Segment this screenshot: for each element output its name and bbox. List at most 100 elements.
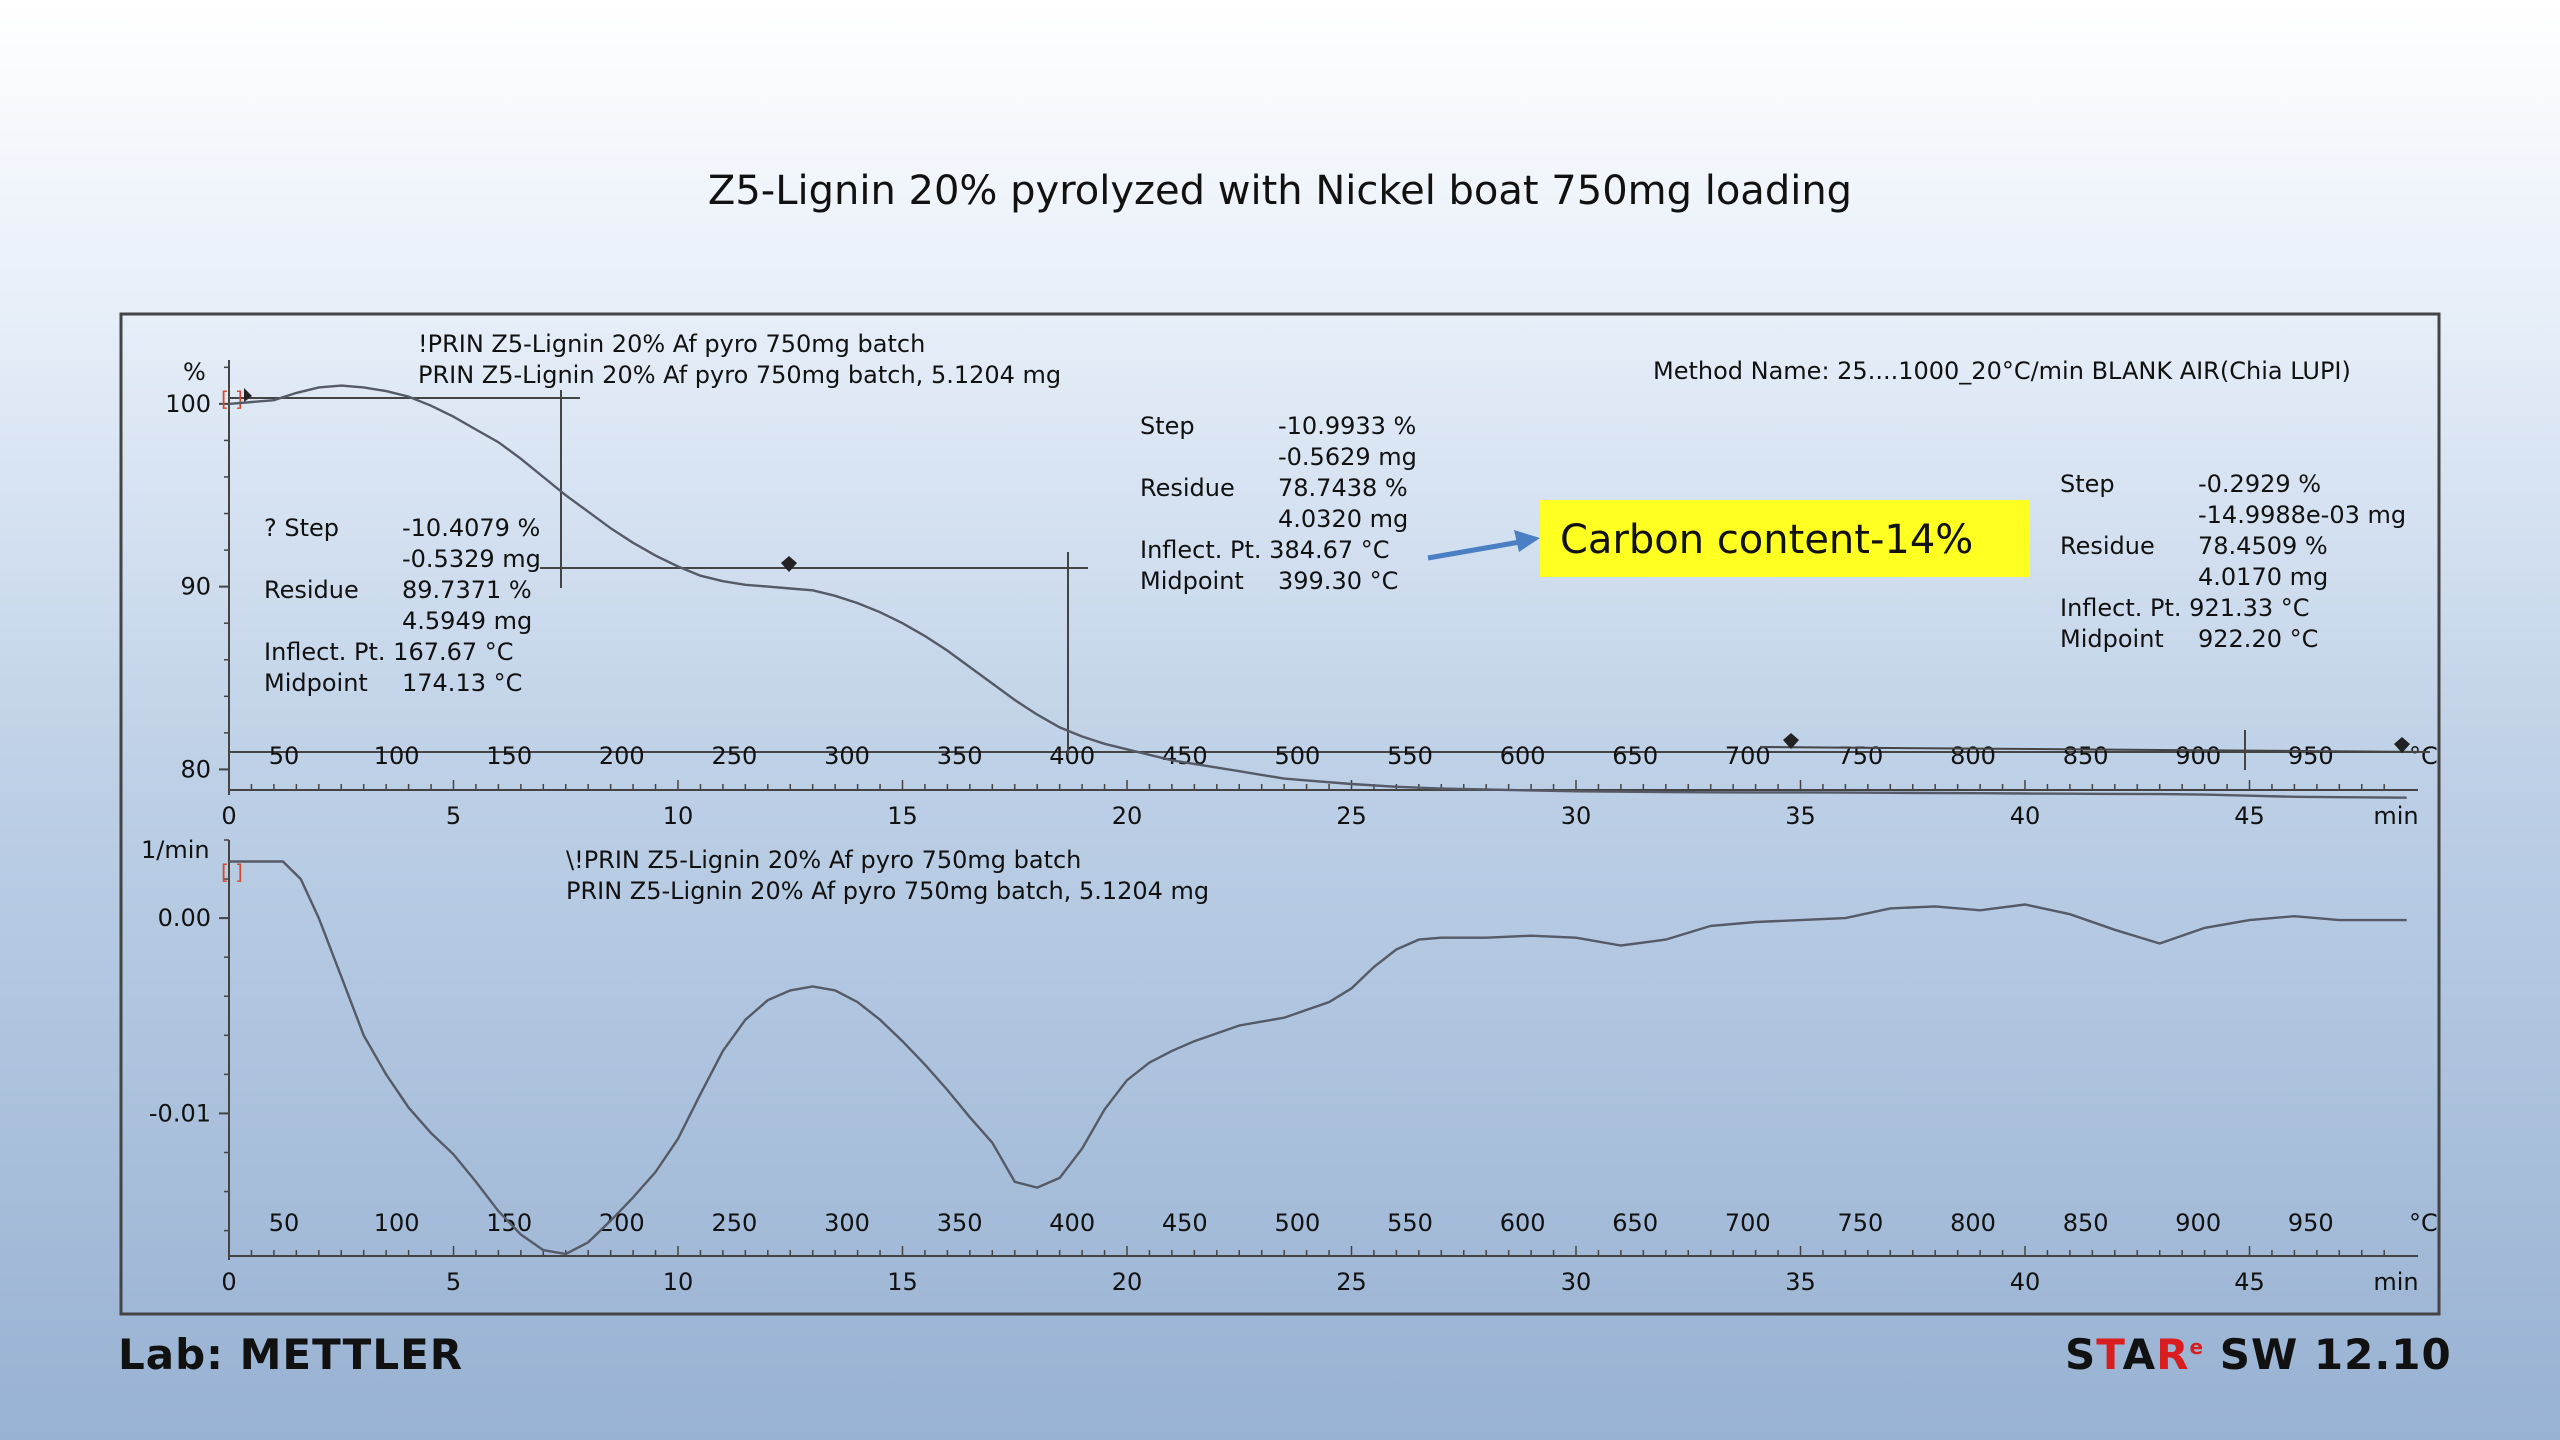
svg-text:Step: Step <box>2060 470 2115 498</box>
carbon-callout: Carbon content-14% <box>1427 500 2030 577</box>
time-tick-label: 25 <box>1336 802 1367 830</box>
highlight-box <box>1540 500 2030 577</box>
time-tick-label: 5 <box>446 1268 461 1296</box>
step1-results: ? Step -10.4079 % -0.5329 mg Residue 89.… <box>264 514 541 697</box>
svg-text:399.30 °C: 399.30 °C <box>1278 567 1398 595</box>
temp-tick-label: 300 <box>824 1209 870 1237</box>
svg-text:4.5949 mg: 4.5949 mg <box>402 607 532 635</box>
svg-text:922.20 °C: 922.20 °C <box>2198 625 2318 653</box>
temp-tick-label: 250 <box>711 742 757 770</box>
temp-tick-label: 100 <box>374 742 420 770</box>
temp-tick-label: 750 <box>1837 742 1883 770</box>
marker-start <box>244 388 252 402</box>
time-tick-label: 5 <box>446 802 461 830</box>
svg-text:Residue: Residue <box>264 576 359 604</box>
y-tick-label: -0.01 <box>149 1099 211 1127</box>
top-y-ticks: 100 90 80 <box>165 366 229 783</box>
top-curve-name-1: !PRIN Z5-Lignin 20% Af pyro 750mg batch <box>418 330 925 358</box>
time-tick-label: 15 <box>887 802 918 830</box>
temp-tick-label: 50 <box>269 742 300 770</box>
time-tick-label: 40 <box>2010 1268 2041 1296</box>
bottom-time-tick-labels: 0 5 10 15 20 25 30 35 40 45 min <box>221 1268 2418 1296</box>
temp-tick-label: 450 <box>1162 1209 1208 1237</box>
svg-text:4.0320 mg: 4.0320 mg <box>1278 505 1408 533</box>
temp-tick-label: 250 <box>711 1209 757 1237</box>
method-name: Method Name: 25....1000_20°C/min BLANK A… <box>1653 357 2351 385</box>
svg-text:4.0170 mg: 4.0170 mg <box>2198 563 2328 591</box>
time-tick-label: 10 <box>663 802 694 830</box>
temp-tick-label: 100 <box>374 1209 420 1237</box>
svg-text:Midpoint: Midpoint <box>1140 567 1244 595</box>
svg-text:89.7371 %: 89.7371 % <box>402 576 532 604</box>
highlight-text: Carbon content-14% <box>1560 517 1973 563</box>
temp-tick-label: 50 <box>269 1209 300 1237</box>
svg-text:-0.5329 mg: -0.5329 mg <box>402 545 541 573</box>
temp-tick-label: 400 <box>1049 742 1095 770</box>
chart-frame <box>119 312 2441 1316</box>
time-tick-label: 30 <box>1561 1268 1592 1296</box>
slide-title: Z5-Lignin 20% pyrolyzed with Nickel boat… <box>707 168 1853 214</box>
svg-text:Inflect. Pt. 167.67 °C: Inflect. Pt. 167.67 °C <box>264 638 514 666</box>
temp-tick-label: 950 <box>2288 1209 2334 1237</box>
temp-tick-label: 150 <box>486 742 532 770</box>
bottom-plot: 1/min 0.00-0.01 50 100 150 200 250 300 350 400 4… <box>141 836 2438 1296</box>
time-tick-label: 0 <box>221 802 236 830</box>
marker-step1 <box>781 556 797 572</box>
marker-step2 <box>1783 733 1799 749</box>
y-tick-label: 80 <box>180 755 211 783</box>
temp-tick-label: 750 <box>1837 1209 1883 1237</box>
time-tick-label: 45 <box>2234 1268 2265 1296</box>
time-tick-label: 35 <box>1785 1268 1816 1296</box>
temp-tick-label: 850 <box>2063 1209 2109 1237</box>
temp-tick-label: °C <box>2409 742 2438 770</box>
time-tick-label: 30 <box>1561 802 1592 830</box>
bottom-curve-name-1: \!PRIN Z5-Lignin 20% Af pyro 750mg batch <box>566 846 1081 874</box>
temp-tick-label: 650 <box>1612 742 1658 770</box>
time-tick-label: 20 <box>1112 1268 1143 1296</box>
svg-text:Midpoint: Midpoint <box>2060 625 2164 653</box>
temp-tick-label: 200 <box>599 742 645 770</box>
svg-text:-14.9988e-03 mg: -14.9988e-03 mg <box>2198 501 2406 529</box>
temp-tick-label: 850 <box>2063 742 2109 770</box>
time-tick-label: min <box>2373 1268 2418 1296</box>
svg-text:Inflect. Pt. 921.33 °C: Inflect. Pt. 921.33 °C <box>2060 594 2310 622</box>
brand-star-t: T <box>2096 1330 2123 1379</box>
y-tick-label: 90 <box>180 573 211 601</box>
temp-tick-label: 600 <box>1500 1209 1546 1237</box>
svg-text:174.13 °C: 174.13 °C <box>402 669 522 697</box>
temp-tick-label: 550 <box>1387 1209 1433 1237</box>
top-curve-name-2: PRIN Z5-Lignin 20% Af pyro 750mg batch, … <box>418 361 1061 389</box>
temp-tick-label: 950 <box>2288 742 2334 770</box>
brand-star-s: S <box>2065 1330 2097 1379</box>
svg-text:Residue: Residue <box>2060 532 2155 560</box>
start-bracket-marker: [ ] <box>221 387 243 411</box>
top-time-ticks <box>228 780 2385 790</box>
brand-mark: e <box>2189 1335 2205 1359</box>
svg-text:Step: Step <box>1140 412 1195 440</box>
svg-text:Inflect. Pt. 384.67 °C: Inflect. Pt. 384.67 °C <box>1140 536 1390 564</box>
time-tick-label: 45 <box>2234 802 2265 830</box>
callout-arrow-shaft <box>1427 539 1521 561</box>
temp-tick-label: 550 <box>1387 742 1433 770</box>
time-tick-label: 35 <box>1785 802 1816 830</box>
time-tick-label: 40 <box>2010 802 2041 830</box>
brand-star-r: R <box>2156 1330 2190 1379</box>
svg-text:-10.9933 %: -10.9933 % <box>1278 412 1416 440</box>
bottom-time-ticks <box>228 1246 2385 1256</box>
brand-version: SW 12.10 <box>2204 1330 2452 1379</box>
bottom-temp-tick-labels: 50 100 150 200 250 300 350 400 450 500 550 600 650 70… <box>269 1209 2438 1237</box>
bottom-ylabel: 1/min <box>141 836 210 864</box>
top-ylabel: % <box>183 358 206 386</box>
brand-star-a: A <box>2122 1330 2157 1379</box>
svg-text:78.7438 %: 78.7438 % <box>1278 474 1408 502</box>
svg-text:? Step: ? Step <box>264 514 339 542</box>
step2-results: Step -10.9933 % -0.5629 mg Residue 78.74… <box>1140 412 1417 595</box>
temp-tick-label: 900 <box>2175 1209 2221 1237</box>
temp-tick-label: 800 <box>1950 1209 1996 1237</box>
top-time-tick-labels: 0 5 10 15 20 25 30 35 40 45 min <box>221 802 2418 830</box>
temp-tick-label: 500 <box>1274 1209 1320 1237</box>
time-tick-label: 25 <box>1336 1268 1367 1296</box>
temp-tick-label: °C <box>2409 1209 2438 1237</box>
